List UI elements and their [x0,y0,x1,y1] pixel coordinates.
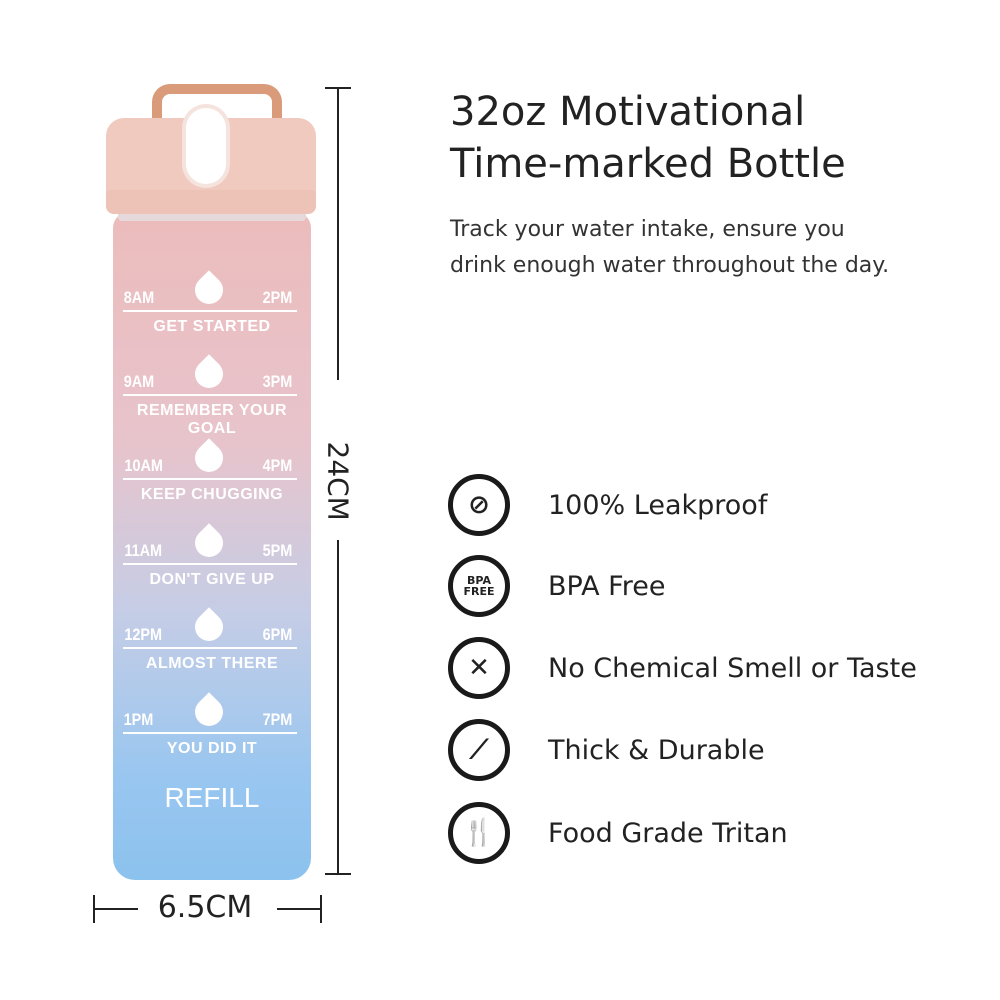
title-line: 32oz Motivational [450,89,806,135]
marker-line [123,310,297,312]
description-line: drink enough water throughout the day. [450,253,890,278]
marker-time-left: 8AM [123,288,155,307]
width-label: 6.5CM [157,890,253,925]
marker-line [123,394,297,396]
feature-item: ⟋ Thick & Durable [448,715,765,785]
bottle-lid-clip [186,108,226,184]
marker-time-right: 2PM [262,288,293,307]
product-title: 32oz Motivational Time-marked Bottle [450,86,846,190]
marker-line [123,563,297,565]
width-line-right [277,908,322,910]
marker-message: YOU DID IT [166,740,258,757]
dimension-tick [325,87,351,89]
utensils-icon: 🍴 [448,802,510,864]
marker-time-right: 7PM [262,710,293,729]
height-dimension-line-top [337,88,339,380]
marker-time-left: 1PM [123,710,154,729]
no-leak-icon: ⊘ [448,474,510,536]
refill-label: REFILL [164,782,260,813]
width-line-left [93,908,138,910]
width-tick-right [320,895,322,923]
marker-line [123,647,297,649]
marker-message: DON'T GIVE UP [149,571,275,588]
feature-item: ✕ No Chemical Smell or Taste [448,633,917,703]
bpa-free-icon: BPA FREE [448,555,510,617]
feature-item: 🍴 Food Grade Tritan [448,798,788,868]
marker-time-right: 4PM [262,456,293,475]
dimension-tick [325,873,351,875]
marker-message: ALMOST THERE [145,655,279,672]
marker-time-right: 5PM [262,541,293,560]
marker-time-left: 12PM [124,625,163,644]
marker-line [123,732,297,734]
feature-label: No Chemical Smell or Taste [548,652,917,684]
no-smell-icon: ✕ [448,637,510,699]
feature-label: Thick & Durable [548,734,765,766]
feature-label: BPA Free [548,570,666,602]
description-line: Track your water intake, ensure you [450,217,845,242]
durable-icon: ⟋ [448,719,510,781]
marker-message: REMEMBER YOUR GOAL [136,402,288,437]
feature-label: Food Grade Tritan [548,817,788,849]
bottle-handle [152,84,282,144]
marker-time-left: 9AM [123,372,155,391]
marker-message: KEEP CHUGGING [140,486,284,503]
height-label: 24CM [321,441,355,521]
feature-item: ⊘ 100% Leakproof [448,470,767,540]
marker-time-right: 6PM [262,625,293,644]
marker-time-left: 11AM [124,541,163,560]
bottle-cap-band [106,190,316,214]
height-dimension-line-bottom [337,540,339,874]
feature-label: 100% Leakproof [548,489,768,521]
marker-line [123,478,297,480]
marker-message: GET STARTED [153,318,271,335]
marker-time-left: 10AM [124,456,163,475]
product-description: Track your water intake, ensure you drin… [450,212,889,284]
marker-time-right: 3PM [262,372,293,391]
title-line: Time-marked Bottle [450,141,846,187]
feature-item: BPA FREE BPA Free [448,551,665,621]
